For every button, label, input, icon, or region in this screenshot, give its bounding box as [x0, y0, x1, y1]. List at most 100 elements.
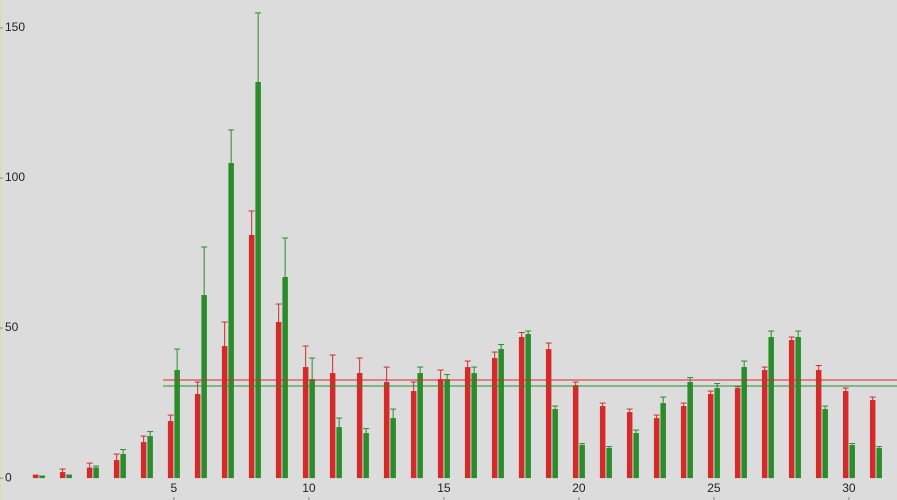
- error-bar: [444, 374, 451, 380]
- error-bar: [255, 12, 262, 82]
- error-bar: [579, 443, 586, 446]
- bar: [390, 418, 396, 479]
- bar: [815, 370, 822, 479]
- error-bar: [552, 405, 559, 410]
- error-bar: [410, 381, 417, 392]
- bar: [660, 403, 666, 479]
- error-bar: [248, 210, 255, 235]
- bar: [842, 391, 849, 479]
- error-bar: [147, 431, 154, 437]
- bar: [545, 349, 552, 479]
- bar: [552, 409, 558, 479]
- error-bar: [498, 344, 505, 350]
- bar: [633, 433, 639, 479]
- bar: [363, 433, 369, 479]
- bar: [59, 472, 66, 479]
- x-tick-label: 25: [707, 481, 721, 495]
- bar: [32, 475, 39, 479]
- error-bar: [471, 366, 478, 374]
- bar: [525, 334, 531, 479]
- error-bar: [545, 342, 552, 350]
- y-tick-label: 150: [5, 20, 25, 34]
- error-bar: [795, 330, 802, 338]
- error-bar: [390, 408, 397, 419]
- bar: [680, 406, 687, 479]
- bar: [687, 382, 693, 479]
- bar: [876, 448, 882, 479]
- x-tick-label: 10: [302, 481, 316, 495]
- error-bar: [464, 360, 471, 368]
- error-bar: [815, 365, 822, 371]
- error-bar: [734, 386, 741, 389]
- bar: [714, 388, 720, 479]
- bar: [788, 340, 795, 479]
- bar: [795, 337, 801, 479]
- error-bar: [93, 465, 100, 468]
- bar: [518, 337, 525, 479]
- bar: [572, 385, 579, 479]
- bar: [471, 373, 477, 479]
- error-bar: [167, 414, 174, 422]
- bar: [275, 322, 282, 479]
- bar: [383, 382, 390, 479]
- bar: [302, 367, 309, 479]
- bar: [329, 373, 336, 479]
- error-bar: [59, 468, 66, 473]
- bar: [356, 373, 363, 479]
- error-bar: [363, 428, 370, 434]
- x-tick-label: 20: [572, 481, 586, 495]
- error-bar: [525, 330, 532, 335]
- error-bar: [275, 303, 282, 323]
- bar: [869, 400, 876, 479]
- error-bar: [876, 446, 883, 449]
- error-bar: [140, 435, 147, 443]
- error-bar: [417, 366, 424, 374]
- x-tick-label: 30: [842, 481, 856, 495]
- bar: [194, 394, 201, 479]
- bar: [93, 467, 99, 479]
- bar: [707, 394, 714, 479]
- error-bar: [761, 366, 768, 371]
- bar: [228, 162, 234, 479]
- bar: [761, 370, 768, 479]
- bar: [167, 421, 174, 479]
- bar: [491, 358, 498, 479]
- error-bar: [653, 414, 660, 419]
- error-bar: [228, 129, 235, 163]
- bar: [120, 454, 126, 479]
- bar: [437, 379, 444, 479]
- bar: [653, 418, 660, 479]
- error-bar: [329, 354, 336, 374]
- error-bar: [869, 396, 876, 401]
- bar: [626, 412, 633, 479]
- error-bar: [626, 408, 633, 413]
- bar: [113, 460, 120, 479]
- bar: [140, 442, 147, 479]
- bar: [336, 427, 342, 479]
- bar: [309, 379, 315, 479]
- bar: [282, 277, 288, 479]
- error-bar: [599, 402, 606, 407]
- bar: [599, 406, 606, 479]
- error-bar: [282, 237, 289, 278]
- error-bar: [221, 321, 228, 347]
- bar: [579, 445, 585, 479]
- error-bar: [356, 357, 363, 374]
- bar: [201, 295, 207, 479]
- bar: [174, 370, 180, 479]
- error-bar: [606, 446, 613, 449]
- error-bar: [113, 453, 120, 461]
- y-tick-label: 50: [5, 320, 19, 334]
- bar: [417, 373, 423, 479]
- bar: [741, 367, 747, 479]
- bar: [255, 81, 261, 479]
- error-bar: [842, 387, 849, 392]
- y-tick-label: 0: [5, 470, 12, 484]
- error-bar: [741, 360, 748, 368]
- error-bar: [86, 462, 93, 468]
- error-bar: [120, 449, 127, 455]
- error-bar: [437, 369, 444, 380]
- bar: [39, 475, 45, 479]
- x-tick-label: 15: [437, 481, 451, 495]
